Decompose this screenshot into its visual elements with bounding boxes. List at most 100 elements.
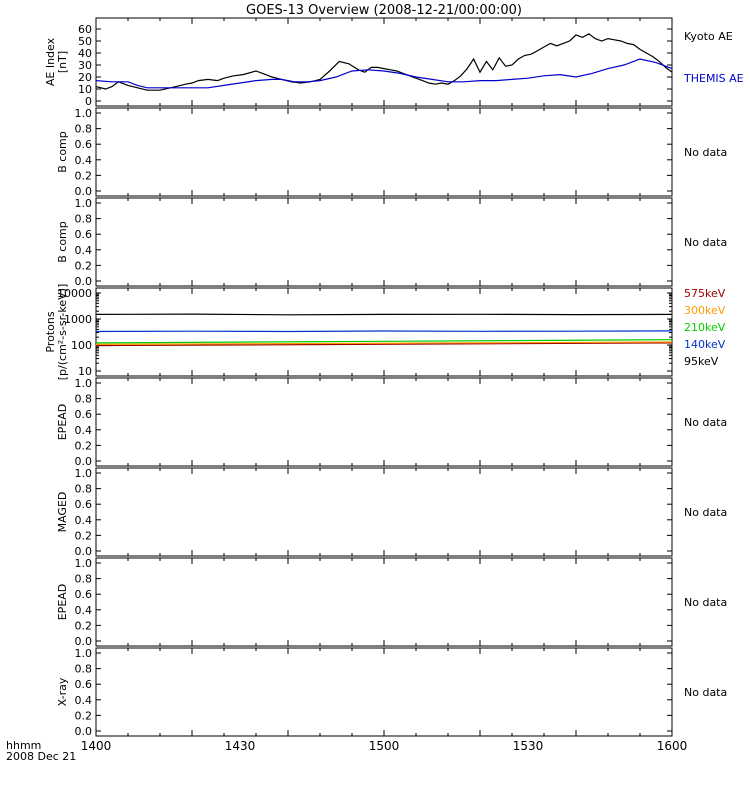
legend-entry: 140keV xyxy=(684,338,726,351)
legend-entry: 95keV xyxy=(684,355,719,368)
no-data-label: No data xyxy=(684,236,727,249)
time-format-label: hhmm xyxy=(6,739,41,752)
y-tick-label: 0 xyxy=(85,95,92,108)
y-tick-label: 0.0 xyxy=(75,635,93,648)
panel-epead1: 0.0 0.2 0.4 0.6 0.8 1.0 EPEAD No data xyxy=(56,377,727,468)
y-axis-label: AE Index xyxy=(44,37,57,86)
panel-frame xyxy=(95,197,673,287)
y-tick-label: 0.8 xyxy=(75,393,93,406)
y-tick-label: 30 xyxy=(78,59,92,72)
panel-frame xyxy=(95,467,673,557)
y-tick-label: 0.8 xyxy=(75,123,93,136)
y-tick-label: 0.4 xyxy=(75,154,93,167)
series-line xyxy=(95,313,673,316)
series-line xyxy=(95,341,673,345)
y-axis-label: EPEAD xyxy=(56,584,69,621)
no-data-label: No data xyxy=(684,596,727,609)
y-tick-label: 0.8 xyxy=(75,483,93,496)
y-tick-label: 10000 xyxy=(57,287,92,300)
y-tick-label: 10 xyxy=(78,365,92,378)
y-tick-label: 0.4 xyxy=(75,244,93,257)
y-tick-label: 40 xyxy=(78,47,92,60)
y-tick-label: 0.2 xyxy=(75,529,93,542)
no-data-label: No data xyxy=(684,416,727,429)
y-tick-label: 1000 xyxy=(64,313,92,326)
no-data-label: No data xyxy=(684,146,727,159)
y-tick-label: 1.0 xyxy=(75,107,93,120)
y-tick-label: 0.0 xyxy=(75,545,93,558)
series-line xyxy=(95,342,673,347)
y-tick-label: 0.2 xyxy=(75,709,93,722)
y-axis-label: MAGED xyxy=(56,492,69,533)
panel-xray: 0.0 0.2 0.4 0.6 0.8 1.0 X-ray No data xyxy=(56,647,727,738)
panel-frame xyxy=(95,377,673,467)
x-tick-label: 1400 xyxy=(81,739,112,753)
y-axis-label: [nT] xyxy=(56,51,69,73)
legend-entry: 575keV xyxy=(684,287,726,300)
y-tick-label: 0.4 xyxy=(75,694,93,707)
x-tick-label: 1430 xyxy=(225,739,256,753)
date-label: 2008 Dec 21 xyxy=(6,750,76,763)
no-data-label: No data xyxy=(684,686,727,699)
y-tick-label: 0.2 xyxy=(75,259,93,272)
series-line xyxy=(95,33,673,91)
series-line xyxy=(95,330,673,333)
y-tick-label: 0.0 xyxy=(75,725,93,738)
y-tick-label: 1.0 xyxy=(75,647,93,660)
y-tick-label: 1.0 xyxy=(75,557,93,570)
y-tick-label: 0.4 xyxy=(75,424,93,437)
panel-frame xyxy=(95,107,673,197)
y-tick-label: 1.0 xyxy=(75,197,93,210)
series-line xyxy=(95,58,673,89)
y-axis-label: B comp xyxy=(56,221,69,263)
y-tick-label: 0.6 xyxy=(75,228,93,241)
y-axis-label: B comp xyxy=(56,131,69,173)
y-tick-label: 0.6 xyxy=(75,678,93,691)
y-tick-label: 0.2 xyxy=(75,439,93,452)
y-tick-label: 0.8 xyxy=(75,573,93,586)
panel-frame xyxy=(95,557,673,647)
y-tick-label: 0.6 xyxy=(75,588,93,601)
y-tick-label: 0.2 xyxy=(75,619,93,632)
y-tick-label: 1.0 xyxy=(75,377,93,390)
figure-title: GOES-13 Overview (2008-12-21/00:00:00) xyxy=(246,3,522,18)
y-tick-label: 0.0 xyxy=(75,455,93,468)
y-tick-label: 0.0 xyxy=(75,185,93,198)
panel-frame xyxy=(95,17,673,107)
panel-b2: 0.0 0.2 0.4 0.6 0.8 1.0 B comp No data xyxy=(56,197,727,288)
no-data-label: No data xyxy=(684,506,727,519)
y-tick-label: 0.8 xyxy=(75,663,93,676)
legend-entry: 210keV xyxy=(684,321,726,334)
panel-frame xyxy=(95,647,673,737)
y-tick-label: 0.6 xyxy=(75,408,93,421)
x-tick-label: 1500 xyxy=(369,739,400,753)
y-tick-label: 0.4 xyxy=(75,604,93,617)
x-tick-label: 1530 xyxy=(513,739,544,753)
x-tick-label: 1600 xyxy=(657,739,688,753)
legend-entry: Kyoto AE xyxy=(684,30,733,43)
panel-epead2: 0.0 0.2 0.4 0.6 0.8 1.0 EPEAD No data xyxy=(56,557,727,648)
legend-entry: THEMIS AE xyxy=(683,72,744,85)
y-axis-label: EPEAD xyxy=(56,404,69,441)
y-axis-label: [p/(cm²-s-sr-keV)] xyxy=(56,284,69,381)
y-tick-label: 50 xyxy=(78,35,92,48)
panel-frame xyxy=(95,287,673,377)
y-tick-label: 60 xyxy=(78,23,92,36)
y-tick-label: 0.2 xyxy=(75,169,93,182)
y-axis-label: Protons xyxy=(44,311,57,352)
y-axis-label: X-ray xyxy=(56,677,69,706)
series-line xyxy=(95,339,673,344)
y-tick-label: 0.8 xyxy=(75,213,93,226)
panel-maged: 0.0 0.2 0.4 0.6 0.8 1.0 MAGED No data xyxy=(56,467,727,558)
y-tick-label: 0.4 xyxy=(75,514,93,527)
panel-b1: 0.0 0.2 0.4 0.6 0.8 1.0 B comp No data xyxy=(56,107,727,198)
y-tick-label: 100 xyxy=(71,339,92,352)
y-tick-label: 10 xyxy=(78,83,92,96)
legend-entry: 300keV xyxy=(684,304,726,317)
y-tick-label: 0.6 xyxy=(75,498,93,511)
y-tick-label: 20 xyxy=(78,71,92,84)
